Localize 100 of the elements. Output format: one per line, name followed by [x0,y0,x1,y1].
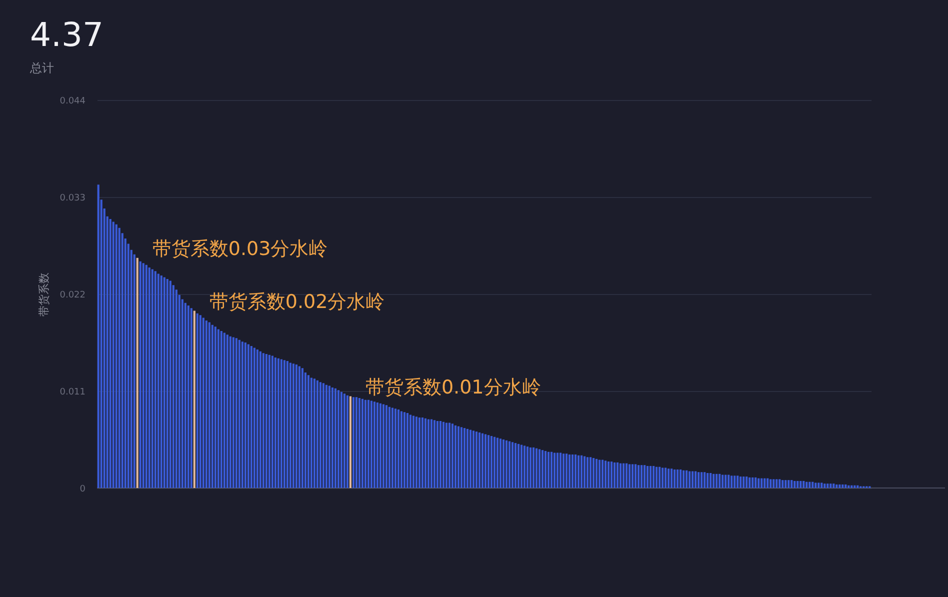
bar [688,471,691,488]
bar [800,480,802,488]
bar [658,466,661,488]
bar [620,463,622,488]
bar [319,382,322,488]
bar [736,476,739,488]
bar [517,444,520,488]
bar [796,480,799,488]
bar [133,254,136,488]
bar [814,482,817,488]
bar [295,364,298,488]
y-tick-label: 0 [80,484,86,494]
bar [400,411,403,488]
bar [469,430,472,488]
bar [499,438,502,488]
bar [692,471,694,488]
bar [415,416,418,488]
bar [646,466,649,488]
bar [778,479,781,488]
bar [700,472,703,488]
bar [325,384,328,488]
bar [571,454,574,488]
bar [142,263,144,488]
bar [770,479,772,488]
bar [580,455,583,488]
bar [289,362,292,488]
bar [97,184,100,488]
bar [505,440,508,488]
bar [824,484,826,488]
bar [652,466,655,488]
bar [430,419,433,488]
bar [208,322,210,488]
bar [187,305,190,488]
bar [718,474,721,488]
bar [556,452,559,488]
bar [698,472,700,488]
bar [373,402,376,488]
bar [451,424,454,488]
bar [628,464,631,488]
bar [310,378,312,488]
bar [379,403,382,488]
bar [638,465,640,488]
bar [758,478,760,488]
bar [760,478,763,488]
bar [436,420,439,488]
bar [232,337,234,488]
bar [680,469,682,488]
bar [226,334,228,488]
bar [493,436,496,488]
annotation: 带货系数0.01分水岭 [365,376,541,398]
bar [463,428,466,488]
bar [199,315,202,488]
bar [686,470,688,488]
bar [583,456,586,488]
bar [511,442,514,488]
bar [442,422,445,488]
bar [610,462,613,488]
bar [475,432,478,488]
bar [676,469,679,488]
bar [748,477,751,488]
bar [764,478,766,488]
bar [532,447,535,488]
bar [616,462,619,488]
bar [268,354,270,488]
bar [328,386,330,488]
bar [730,476,733,488]
bar [523,446,526,488]
bar [274,357,276,488]
bar [283,360,286,488]
bar [145,264,148,488]
bar [460,427,463,488]
bar [674,469,676,488]
bar [544,450,547,488]
bar [397,410,400,488]
bar [112,222,114,488]
bar [644,465,646,488]
bar [592,458,595,488]
bar [358,398,360,488]
bar [253,348,256,488]
bar [139,261,142,488]
bar [541,450,544,488]
bar [202,318,204,488]
bar [490,436,493,488]
bar [361,398,364,488]
bar [352,397,354,488]
bar [604,460,607,488]
bar [812,482,814,488]
bar [650,466,652,488]
bar [854,485,856,488]
bar [742,476,745,488]
bar [806,482,808,488]
bar [454,425,457,488]
bar [181,299,184,488]
bar [830,484,832,488]
bar [553,452,556,488]
bar [526,446,529,488]
bar [776,479,778,488]
bar [820,482,823,488]
y-tick-label: 0.033 [60,194,86,204]
bar [250,346,252,488]
